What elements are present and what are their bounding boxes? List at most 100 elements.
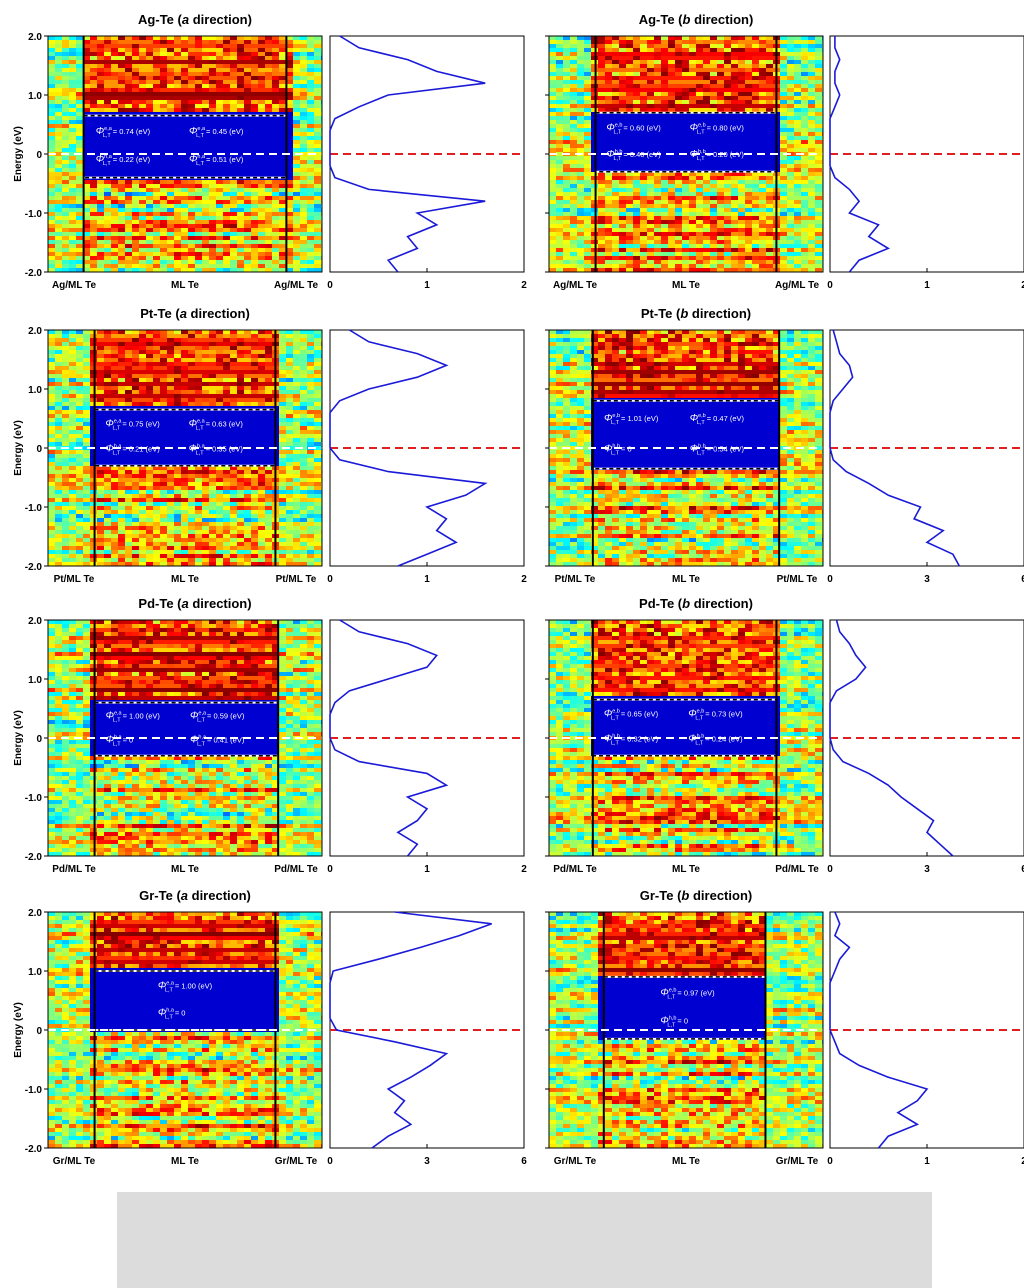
- ldos-cell: [549, 132, 556, 136]
- ldos-cell: [69, 136, 76, 140]
- ldos-cell: [160, 104, 167, 108]
- ldos-cell: [125, 212, 132, 216]
- ldos-cell: [780, 160, 787, 164]
- ldos-cell: [619, 44, 626, 48]
- ldos-cell: [647, 64, 654, 68]
- ldos-cell: [251, 100, 258, 104]
- ldos-cell: [307, 48, 314, 52]
- ldos-cell: [766, 36, 773, 40]
- ldos-cell: [300, 156, 307, 160]
- ldos-cell: [738, 200, 745, 204]
- ldos-cell: [314, 232, 321, 236]
- ldos-cell: [104, 184, 111, 188]
- ldos-cell: [244, 338, 251, 342]
- ldos-cell: [794, 168, 801, 172]
- ldos-cell: [55, 168, 62, 172]
- ldos-cell: [279, 60, 286, 64]
- ldos-cell: [146, 264, 153, 268]
- ldos-cell: [752, 208, 759, 212]
- ldos-cell: [731, 256, 738, 260]
- ldos-cell: [230, 232, 237, 236]
- ldos-cell: [293, 72, 300, 76]
- ldos-cell: [160, 232, 167, 236]
- ldos-cell: [139, 244, 146, 248]
- ldos-cell: [118, 334, 125, 338]
- ldos-cell: [731, 196, 738, 200]
- ldos-cell: [731, 188, 738, 192]
- ldos-cell: [801, 168, 808, 172]
- ldos-cell: [668, 228, 675, 232]
- ldos-cell: [647, 68, 654, 72]
- ldos-cell: [174, 184, 181, 188]
- ldos-cell: [591, 128, 598, 132]
- ldos-cell: [132, 220, 139, 224]
- ldos-cell: [647, 72, 654, 76]
- ldos-cell: [69, 188, 76, 192]
- ldos-cell: [577, 68, 584, 72]
- ldos-cell: [766, 120, 773, 124]
- ldos-cell: [682, 196, 689, 200]
- ldos-cell: [731, 268, 738, 272]
- ldos-cell: [69, 330, 76, 334]
- ldos-cell: [174, 164, 181, 168]
- ldos-cell: [244, 268, 251, 272]
- ldos-cell: [745, 64, 752, 68]
- ldos-cell: [167, 256, 174, 260]
- ldos-cell: [258, 124, 265, 128]
- ldos-cell: [251, 264, 258, 268]
- ldos-cell: [703, 176, 710, 180]
- ldos-cell: [780, 244, 787, 248]
- ldos-cell: [300, 342, 307, 346]
- ldos-cell: [174, 196, 181, 200]
- ldos-cell: [633, 140, 640, 144]
- ldos-cell: [766, 128, 773, 132]
- ldos-cell: [647, 260, 654, 264]
- ldos-cell: [591, 132, 598, 136]
- ldos-cell: [216, 334, 223, 338]
- ldos-cell: [577, 52, 584, 56]
- ldos-cell: [202, 104, 209, 108]
- ldos-cell: [314, 260, 321, 264]
- ldos-cell: [738, 80, 745, 84]
- ldos-cell: [251, 64, 258, 68]
- ldos-cell: [591, 36, 598, 40]
- ldos-cell: [794, 60, 801, 64]
- ldos-cell: [258, 268, 265, 272]
- ldos-cell: [563, 68, 570, 72]
- ldos-cell: [801, 196, 808, 200]
- ldos-cell: [794, 232, 801, 236]
- ldos-cell: [633, 184, 640, 188]
- ldos-cell: [230, 172, 237, 176]
- ldos-cell: [570, 108, 577, 112]
- ldos-cell: [717, 104, 724, 108]
- ldos-cell: [90, 68, 97, 72]
- ldos-cell: [76, 108, 83, 112]
- ldos-cell: [216, 168, 223, 172]
- ldos-cell: [104, 76, 111, 80]
- ldos-cell: [251, 108, 258, 112]
- ldos-cell: [300, 264, 307, 268]
- ldos-cell: [293, 80, 300, 84]
- ldos-cell: [605, 236, 612, 240]
- ldos-cell: [570, 116, 577, 120]
- ldos-cell: [55, 152, 62, 156]
- ldos-cell: [272, 40, 279, 44]
- ldos-cell: [710, 88, 717, 92]
- ldos-cell: [577, 72, 584, 76]
- ldos-cell: [661, 120, 668, 124]
- ldos-cell: [97, 264, 104, 268]
- ldos-cell: [549, 72, 556, 76]
- ldos-cell: [794, 224, 801, 228]
- ldos-cell: [202, 52, 209, 56]
- ldos-cell: [265, 168, 272, 172]
- ldos-cell: [216, 232, 223, 236]
- ldos-cell: [69, 116, 76, 120]
- ldos-cell: [570, 40, 577, 44]
- ldos-cell: [640, 240, 647, 244]
- ldos-cell: [570, 52, 577, 56]
- ldos-cell: [244, 160, 251, 164]
- ldos-cell: [62, 334, 69, 338]
- ldos-cell: [612, 76, 619, 80]
- ldos-cell: [549, 108, 556, 112]
- ldos-cell: [188, 260, 195, 264]
